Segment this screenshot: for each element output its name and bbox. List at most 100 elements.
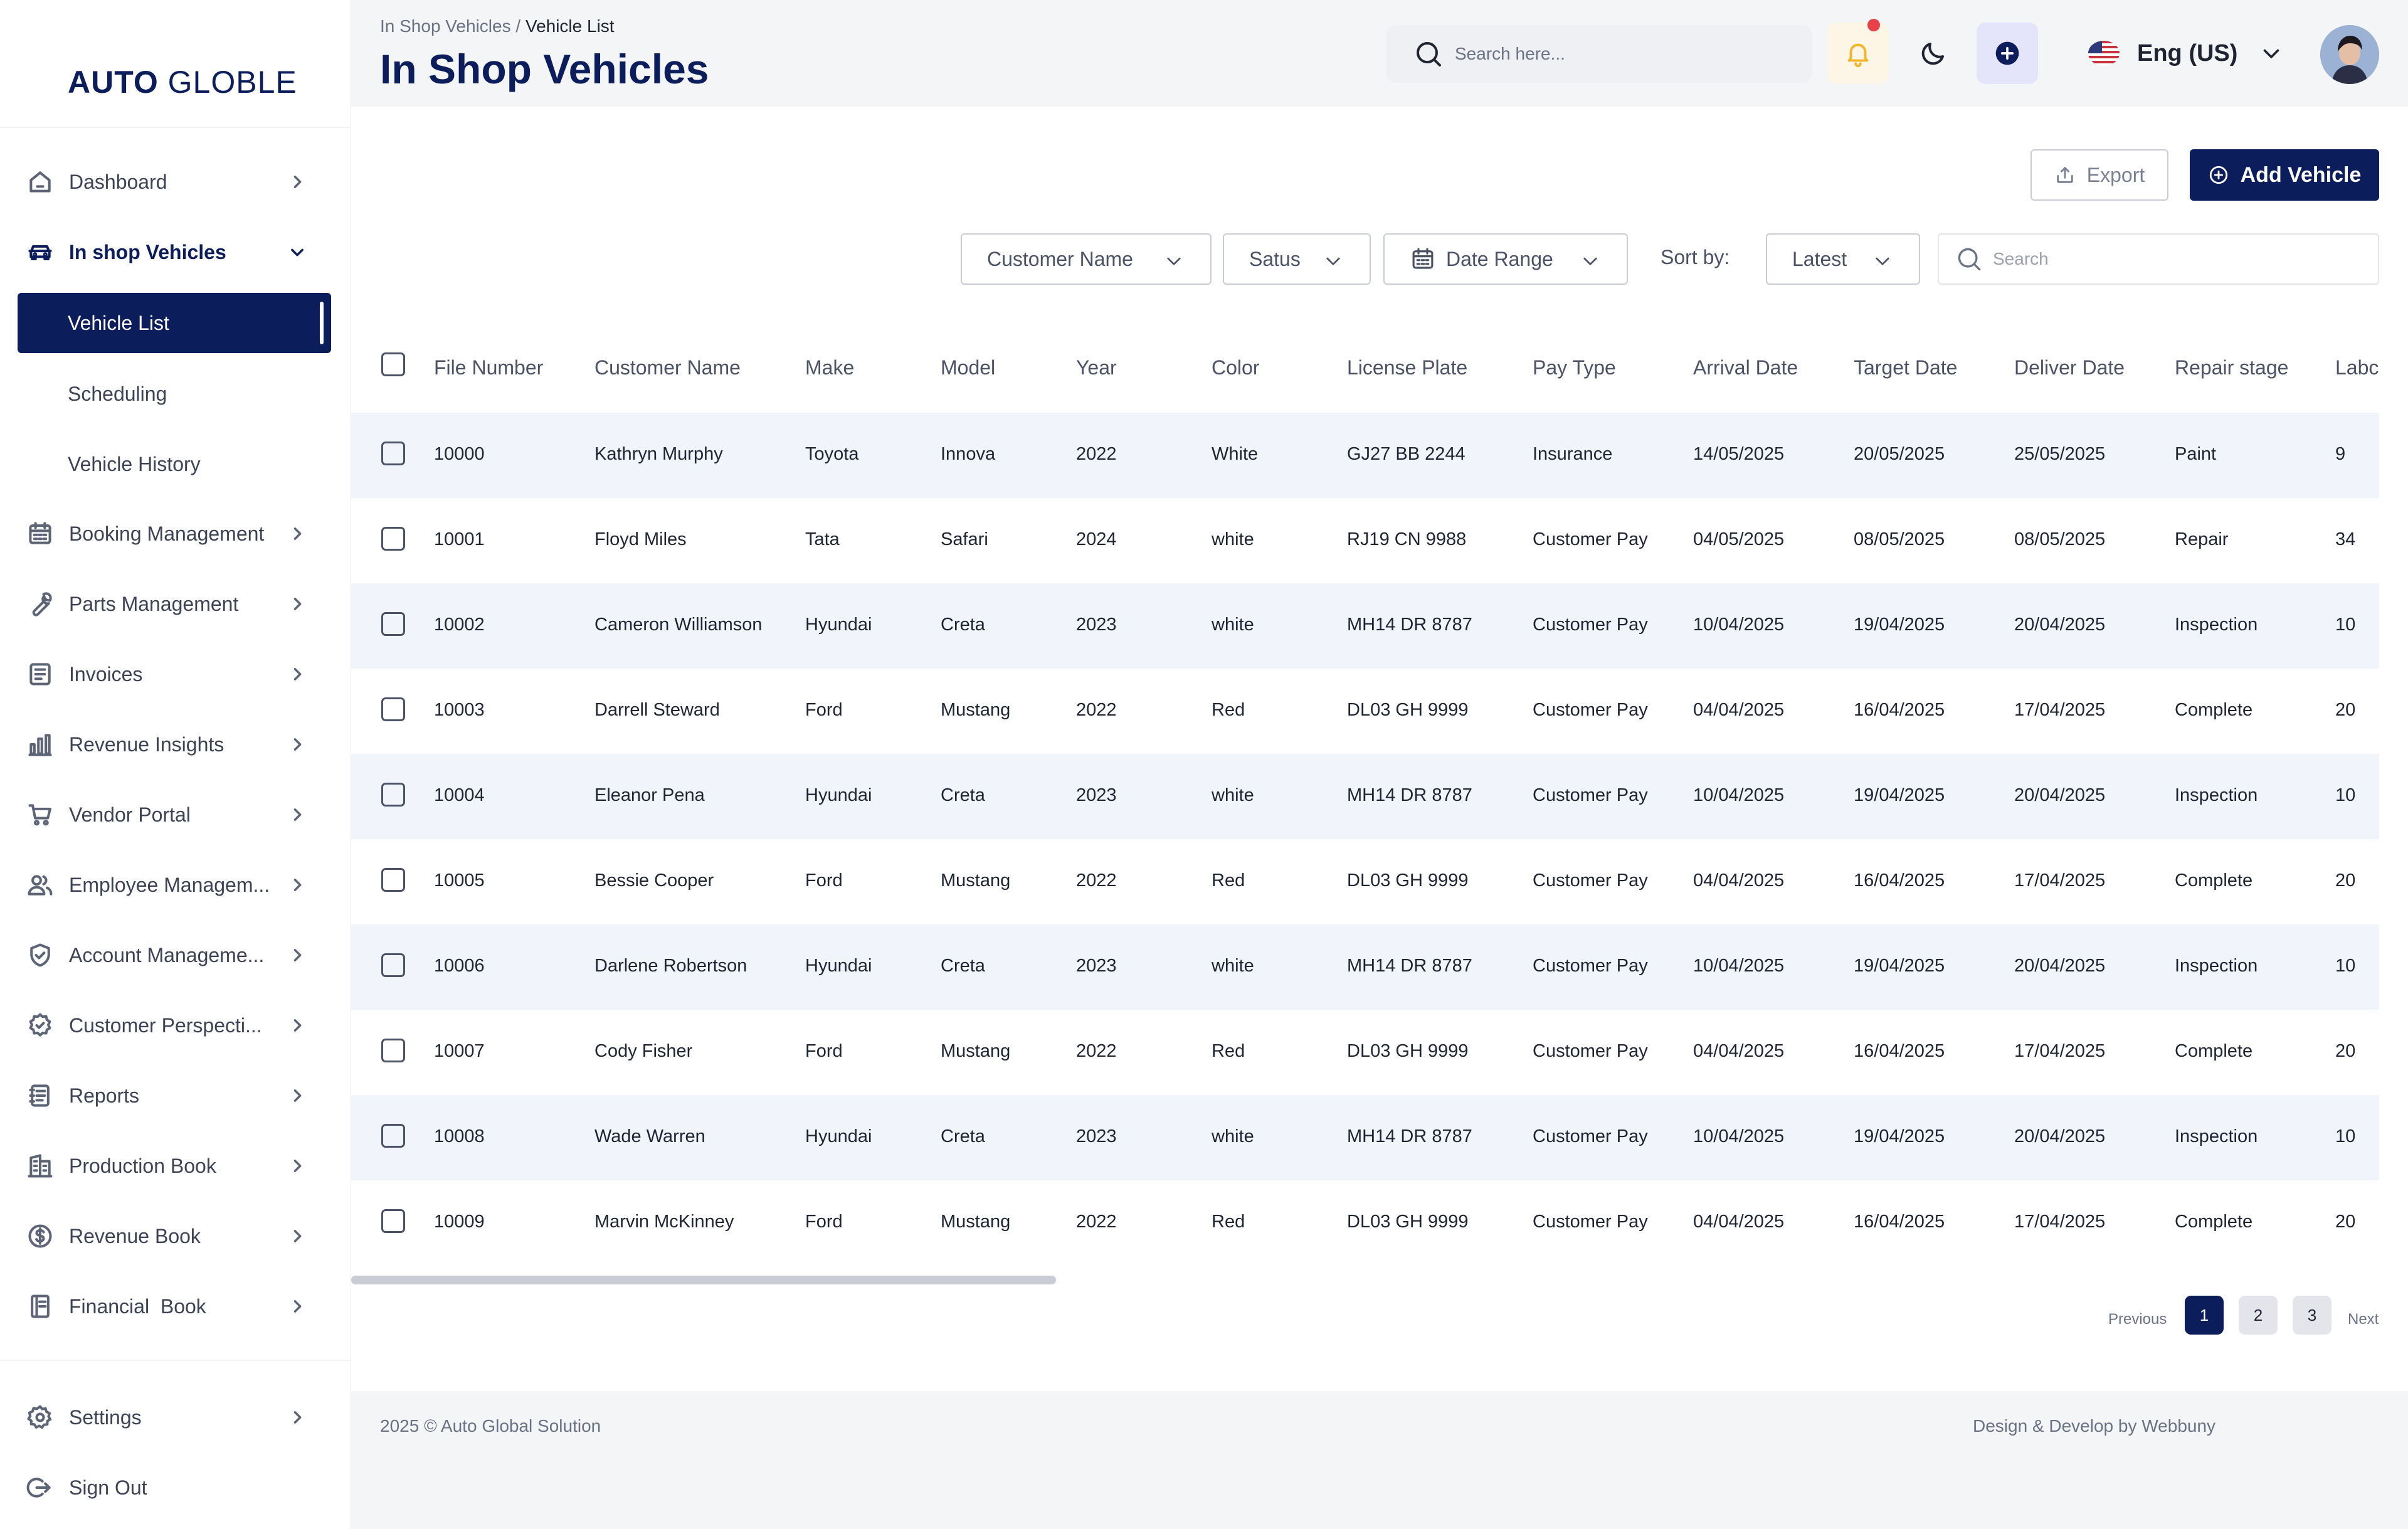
table-row[interactable]: 10009 Marvin McKinney Ford Mustang 2022 Red DL…: [351, 1180, 2379, 1266]
row-checkbox[interactable]: [381, 442, 405, 465]
sidebar-subitem-vehicle-list[interactable]: Vehicle List: [18, 293, 331, 353]
page-button-1[interactable]: 1: [2185, 1296, 2224, 1335]
add-vehicle-button[interactable]: Add Vehicle: [2190, 149, 2379, 201]
row-checkbox[interactable]: [381, 1039, 405, 1062]
header-search[interactable]: [1386, 25, 1812, 83]
table-cell: Red: [1212, 1041, 1245, 1061]
table-cell: 04/05/2025: [1693, 529, 1785, 549]
header-search-input[interactable]: [1455, 44, 1781, 64]
column-header[interactable]: Target Date: [1854, 356, 1958, 379]
status-filter[interactable]: Satus: [1223, 233, 1371, 285]
brand-logo[interactable]: AUTO GLOBLE: [68, 65, 297, 100]
column-header[interactable]: Year: [1076, 356, 1117, 379]
table-cell: 20/04/2025: [2014, 1126, 2106, 1146]
column-header[interactable]: Make: [805, 356, 855, 379]
table-row[interactable]: 10005 Bessie Cooper Ford Mustang 2022 Red DL03…: [351, 839, 2379, 924]
table-cell: Hyundai: [805, 956, 872, 976]
row-checkbox[interactable]: [381, 868, 405, 892]
horizontal-scrollbar[interactable]: [351, 1276, 2379, 1284]
page-button-3[interactable]: 3: [2293, 1296, 2331, 1335]
scrollbar-thumb[interactable]: [351, 1276, 1056, 1284]
chevron-down-icon: [291, 248, 304, 257]
table-cell: DL03 GH 9999: [1347, 1212, 1469, 1232]
table-cell: Inspection: [2175, 1126, 2258, 1146]
row-checkbox[interactable]: [381, 612, 405, 636]
quick-add-button[interactable]: [1977, 23, 2038, 84]
credit-link[interactable]: Design & Develop by Webbuny: [1973, 1416, 2216, 1436]
sidebar-item-booking-management[interactable]: Booking Management: [18, 504, 331, 564]
table-row[interactable]: 10001 Floyd Miles Tata Safari 2024 white RJ19 …: [351, 498, 2379, 583]
column-header[interactable]: Customer Name: [594, 356, 741, 379]
row-checkbox[interactable]: [381, 783, 405, 807]
chevron-down-icon: [1583, 257, 1597, 265]
column-header[interactable]: License Plate: [1347, 356, 1468, 379]
report-icon: [24, 1079, 56, 1112]
page-button-2[interactable]: 2: [2239, 1296, 2278, 1335]
sidebar-item-sign-out[interactable]: Sign Out: [18, 1458, 331, 1518]
row-checkbox[interactable]: [381, 1124, 405, 1148]
table-cell: 20/04/2025: [2014, 785, 2106, 805]
sidebar-item-revenue-insights[interactable]: Revenue Insights: [18, 714, 331, 775]
table-cell: DL03 GH 9999: [1347, 700, 1469, 720]
customer-name-filter[interactable]: Customer Name: [961, 233, 1212, 285]
pagination-next[interactable]: Next: [2348, 1311, 2379, 1328]
sidebar-item-employee-management[interactable]: Employee Managem...: [18, 855, 331, 915]
notifications-button[interactable]: [1827, 19, 1889, 84]
table-cell: Creta: [941, 785, 985, 805]
sidebar-subitem-scheduling[interactable]: Scheduling: [68, 382, 167, 405]
table-row[interactable]: 10007 Cody Fisher Ford Mustang 2022 Red DL03 G…: [351, 1010, 2379, 1095]
row-checkbox[interactable]: [381, 1209, 405, 1233]
table-cell: Kathryn Murphy: [594, 444, 723, 464]
table-row[interactable]: 10000 Kathryn Murphy Toyota Innova 2022 White…: [351, 413, 2379, 498]
table-row[interactable]: 10008 Wade Warren Hyundai Creta 2023 white MH1…: [351, 1095, 2379, 1180]
pagination-previous[interactable]: Previous: [2108, 1311, 2167, 1328]
date-range-filter[interactable]: Date Range: [1383, 233, 1628, 285]
table-row[interactable]: 10004 Eleanor Pena Hyundai Creta 2023 white MH…: [351, 754, 2379, 839]
language-selector[interactable]: Eng (US): [2088, 31, 2283, 75]
sidebar-item-parts-management[interactable]: Parts Management: [18, 574, 331, 634]
column-header[interactable]: Labc: [2335, 356, 2379, 379]
sidebar-item-revenue-book[interactable]: Revenue Book: [18, 1206, 331, 1266]
column-header[interactable]: File Number: [434, 356, 544, 379]
sort-select[interactable]: Latest: [1766, 233, 1920, 285]
table-cell: Ford: [805, 870, 843, 891]
sidebar-item-settings[interactable]: Settings: [18, 1387, 331, 1447]
sort-by-label: Sort by:: [1661, 246, 1730, 268]
search-icon: [1958, 248, 1981, 271]
sidebar-item-in-shop-vehicles[interactable]: In shop Vehicles: [18, 222, 331, 282]
table-cell: 10: [2335, 785, 2356, 805]
table-cell: Red: [1212, 700, 1245, 720]
table-cell: 20: [2335, 870, 2356, 891]
column-header[interactable]: Arrival Date: [1693, 356, 1798, 379]
sidebar-item-reports[interactable]: Reports: [18, 1066, 331, 1126]
row-checkbox[interactable]: [381, 527, 405, 551]
row-checkbox[interactable]: [381, 697, 405, 721]
sidebar-item-dashboard[interactable]: Dashboard: [18, 152, 331, 212]
breadcrumb-parent[interactable]: In Shop Vehicles: [380, 16, 511, 36]
row-checkbox[interactable]: [381, 953, 405, 977]
sidebar-item-account-management[interactable]: Account Manageme...: [18, 925, 331, 985]
column-header[interactable]: Repair stage: [2175, 356, 2289, 379]
table-row[interactable]: 10003 Darrell Steward Ford Mustang 2022 Red DL…: [351, 669, 2379, 754]
table-cell: 10/04/2025: [1693, 956, 1785, 976]
sidebar-subitem-vehicle-history[interactable]: Vehicle History: [68, 452, 201, 475]
table-search[interactable]: [1938, 233, 2379, 285]
sidebar-item-vendor-portal[interactable]: Vendor Portal: [18, 785, 331, 845]
export-button[interactable]: Export: [2030, 149, 2168, 201]
column-header[interactable]: Pay Type: [1533, 356, 1616, 379]
column-header[interactable]: Color: [1212, 356, 1260, 379]
avatar[interactable]: [2320, 25, 2379, 84]
select-all-checkbox[interactable]: [381, 352, 405, 376]
column-header[interactable]: Model: [941, 356, 996, 379]
sidebar-item-production-book[interactable]: Production Book: [18, 1136, 331, 1196]
table-row[interactable]: 10006 Darlene Robertson Hyundai Creta 2023 wh…: [351, 924, 2379, 1010]
sidebar-item-invoices[interactable]: Invoices: [18, 644, 331, 704]
table-search-input[interactable]: [1993, 249, 2219, 269]
sidebar-item-financial-book[interactable]: Financial Book: [18, 1276, 331, 1336]
table-cell: 2022: [1076, 700, 1117, 720]
invoice-icon: [24, 658, 56, 690]
column-header[interactable]: Deliver Date: [2014, 356, 2125, 379]
dark-mode-toggle[interactable]: [1903, 23, 1964, 84]
table-row[interactable]: 10002 Cameron Williamson Hyundai Creta 2023 w…: [351, 583, 2379, 669]
sidebar-item-customer-perspective[interactable]: Customer Perspecti...: [18, 995, 331, 1055]
